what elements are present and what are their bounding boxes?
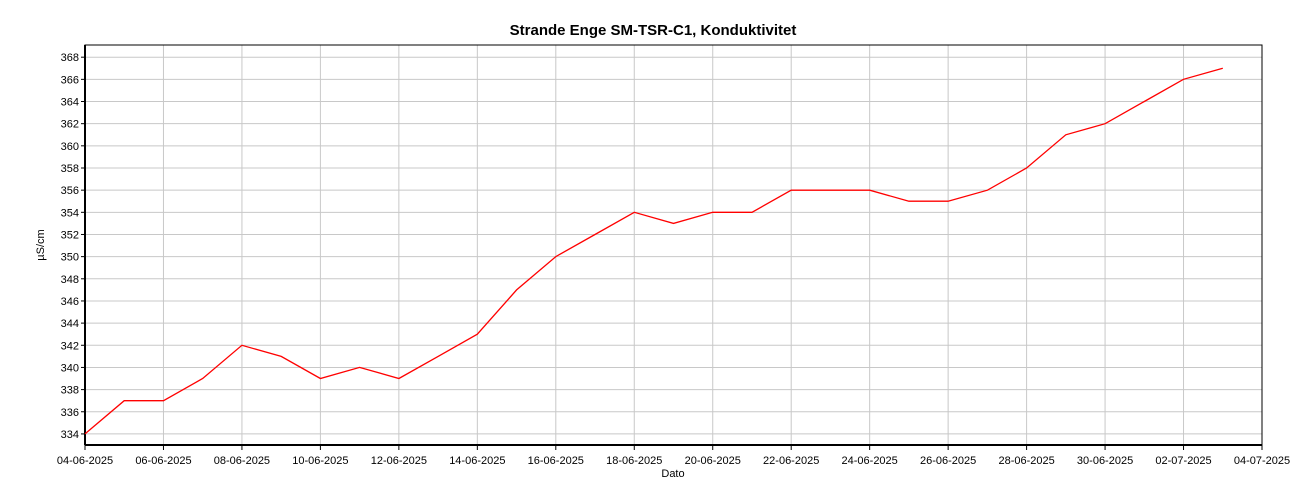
y-tick-label: 356 [61,185,79,197]
x-tick-label: 02-07-2025 [1155,455,1211,467]
plot-frame [84,44,1263,446]
data-line [84,67,1223,435]
y-tick-label: 342 [61,340,79,352]
y-tick-label: 360 [61,141,79,153]
x-tick-label: 04-06-2025 [57,455,113,467]
x-tick-label: 30-06-2025 [1077,455,1133,467]
x-tick-label: 26-06-2025 [920,455,976,467]
y-tick-label: 366 [61,74,79,86]
y-tick-label: 336 [61,407,79,419]
y-tick-label: 338 [61,385,79,397]
chart-title: Strande Enge SM-TSR-C1, Konduktivitet [510,22,797,39]
x-tick-label: 18-06-2025 [606,455,662,467]
y-tick-label: 334 [61,429,79,441]
x-tick-label: 10-06-2025 [292,455,348,467]
y-tick-label: 362 [61,119,79,131]
x-tick-label: 04-07-2025 [1234,455,1290,467]
x-tick-label: 12-06-2025 [371,455,427,467]
y-tick-label: 340 [61,362,79,374]
x-tick-label: 20-06-2025 [685,455,741,467]
y-tick-label: 358 [61,163,79,175]
y-tick-label: 354 [61,207,79,219]
x-tick-label: 22-06-2025 [763,455,819,467]
x-axis-label: Dato [661,468,684,480]
x-tick-label: 08-06-2025 [214,455,270,467]
x-tick-label: 16-06-2025 [528,455,584,467]
y-tick-label: 346 [61,296,79,308]
x-tick-label: 28-06-2025 [998,455,1054,467]
x-tick-label: 06-06-2025 [135,455,191,467]
x-tick-label: 14-06-2025 [449,455,505,467]
y-tick-label: 350 [61,252,79,264]
y-axis-label: µS/cm [35,229,47,260]
x-tick-label: 24-06-2025 [842,455,898,467]
y-tick-label: 352 [61,229,79,241]
y-tick-label: 368 [61,52,79,64]
y-tick-label: 348 [61,274,79,286]
y-tick-label: 344 [61,318,79,330]
y-tick-label: 364 [61,97,79,109]
